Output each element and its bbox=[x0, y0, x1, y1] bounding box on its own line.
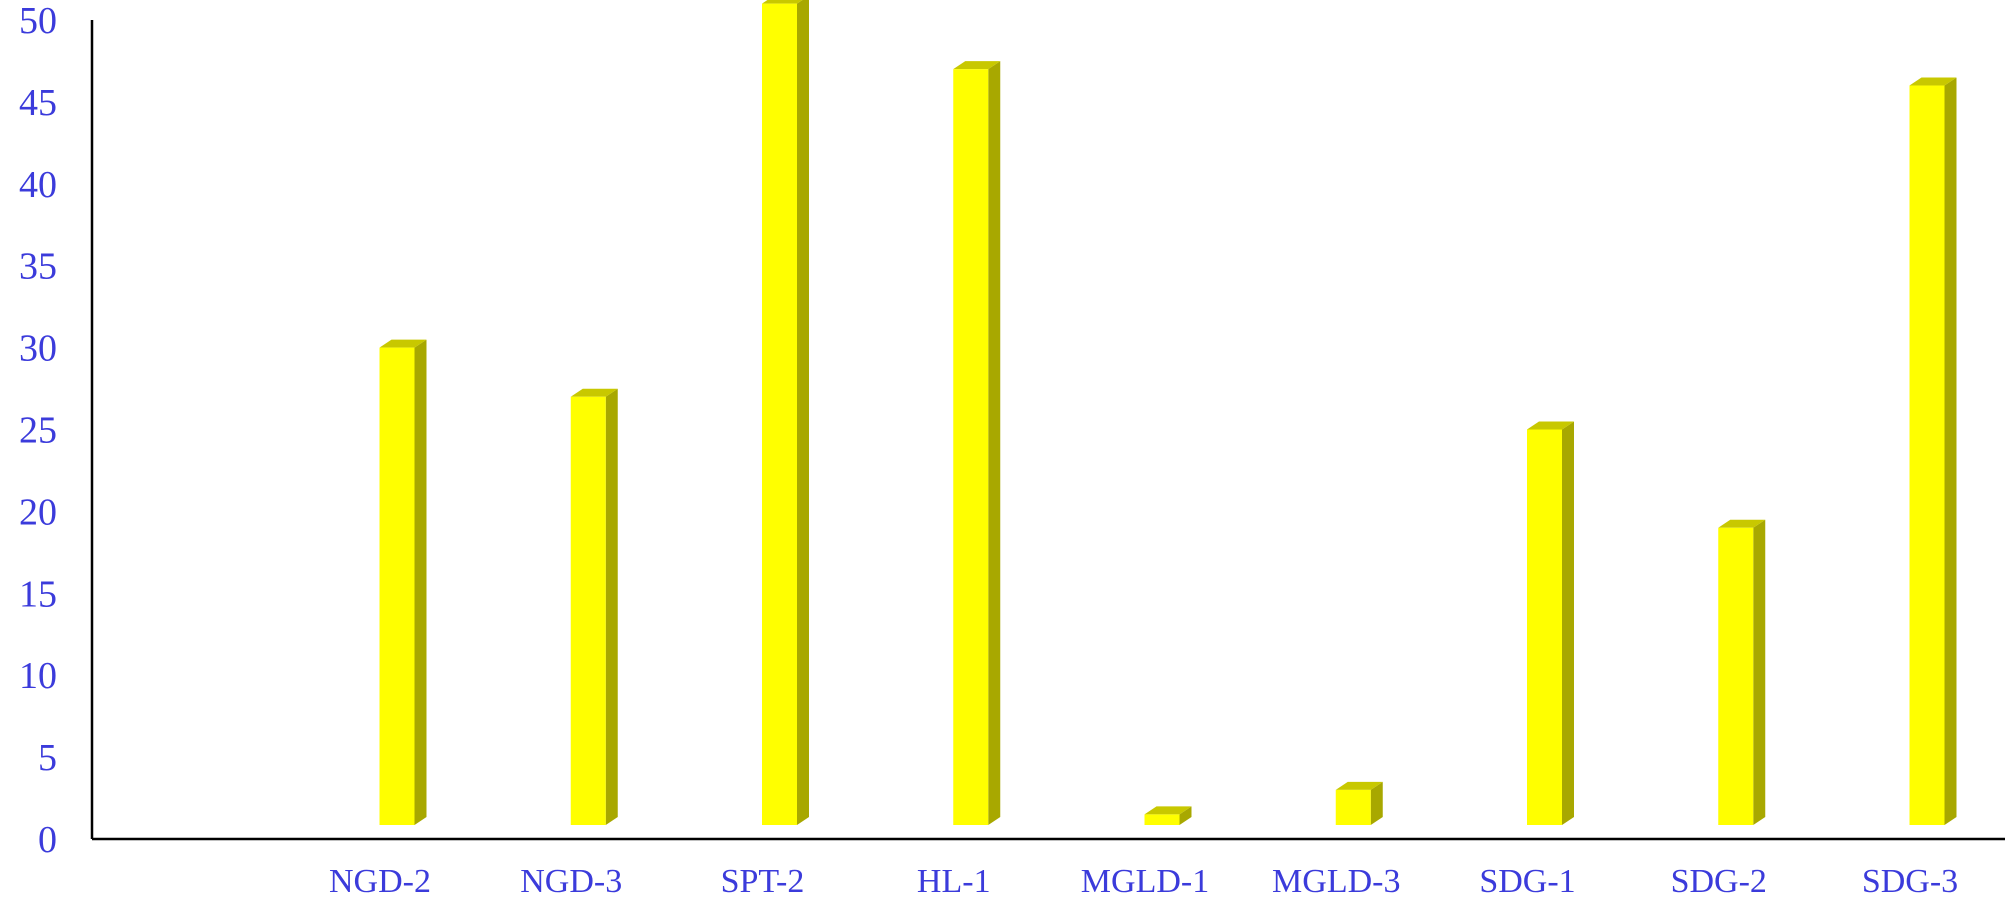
bar-top-face bbox=[1335, 781, 1383, 790]
bar-ngd-2 bbox=[379, 339, 427, 825]
bar-front-face bbox=[1527, 429, 1562, 825]
bar-front-face bbox=[762, 3, 797, 826]
x-tick-label: MGLD-1 bbox=[1081, 863, 1209, 900]
bar-top-face bbox=[570, 388, 618, 397]
y-axis-tick-labels: 0 5 10 15 20 25 30 35 40 45 50 bbox=[19, 0, 57, 861]
bar-top-face bbox=[1144, 806, 1192, 815]
bars bbox=[379, 0, 1957, 826]
bar-sdg-2 bbox=[1718, 519, 1766, 825]
y-tick-label: 15 bbox=[19, 573, 57, 615]
bar-side-face bbox=[988, 61, 1001, 825]
y-tick-label: 35 bbox=[19, 246, 57, 288]
x-axis-tick-labels: NGD-2 NGD-3 SPT-2 HL-1 MGLD-1 MGLD-3 SDG-1 SDG-… bbox=[329, 863, 1958, 900]
bar-top-face bbox=[1909, 77, 1957, 86]
x-tick-label: HL-1 bbox=[917, 863, 991, 900]
bar-side-face bbox=[1562, 421, 1574, 825]
bar-top-face bbox=[953, 61, 1001, 70]
y-tick-label: 10 bbox=[19, 655, 57, 697]
bar-top-face bbox=[762, 0, 803, 4]
x-tick-label: NGD-3 bbox=[520, 863, 622, 900]
bar-side-face bbox=[1753, 519, 1766, 825]
x-tick-label: NGD-2 bbox=[329, 863, 431, 900]
y-tick-label: 50 bbox=[19, 0, 57, 42]
y-tick-label: 40 bbox=[19, 164, 57, 206]
bar-front-face bbox=[1335, 789, 1371, 825]
y-tick-label: 20 bbox=[19, 491, 57, 533]
bar-sdg-3 bbox=[1909, 77, 1957, 825]
y-tick-label: 5 bbox=[38, 737, 57, 779]
y-tick-label: 30 bbox=[19, 328, 57, 370]
bar-front-face bbox=[379, 347, 415, 825]
bar-top-face bbox=[1527, 421, 1574, 430]
bar-sdg-1 bbox=[1527, 421, 1574, 825]
x-tick-label: SPT-2 bbox=[721, 863, 805, 900]
bar-top-face bbox=[1718, 519, 1766, 528]
bar-side-face bbox=[1944, 77, 1957, 825]
bar-mgld-3 bbox=[1335, 781, 1383, 825]
axes bbox=[90, 20, 2005, 841]
bar-top-face bbox=[379, 339, 427, 348]
bar-spt-2 bbox=[762, 0, 809, 826]
y-tick-label: 25 bbox=[19, 410, 57, 452]
x-tick-label: SDG-2 bbox=[1671, 863, 1767, 900]
bar-front-face bbox=[953, 69, 989, 825]
bar-side-face bbox=[605, 388, 618, 825]
bar-front-face bbox=[1909, 85, 1945, 825]
bar-front-face bbox=[1718, 527, 1754, 825]
bar-side-face bbox=[1179, 806, 1192, 825]
bar-side-face bbox=[1370, 781, 1383, 825]
bar-front-face bbox=[1144, 814, 1180, 825]
bar-mgld-1 bbox=[1144, 806, 1192, 825]
x-tick-label: SDG-1 bbox=[1479, 863, 1575, 900]
x-tick-label: MGLD-3 bbox=[1272, 863, 1400, 900]
bar-front-face bbox=[570, 396, 606, 825]
x-tick-label: SDG-3 bbox=[1862, 863, 1958, 900]
y-tick-label: 0 bbox=[38, 819, 57, 861]
bar-side-face bbox=[797, 0, 809, 825]
y-tick-label: 45 bbox=[19, 82, 57, 124]
bar-side-face bbox=[414, 339, 427, 825]
bar-hl-1 bbox=[953, 61, 1001, 825]
bar-ngd-3 bbox=[570, 388, 618, 825]
